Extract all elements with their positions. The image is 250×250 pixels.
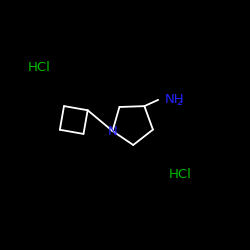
Text: NH: NH xyxy=(164,93,184,106)
Text: N: N xyxy=(108,124,118,138)
Text: 2: 2 xyxy=(176,98,182,108)
Text: HCl: HCl xyxy=(27,61,50,74)
Text: HCl: HCl xyxy=(168,168,192,181)
